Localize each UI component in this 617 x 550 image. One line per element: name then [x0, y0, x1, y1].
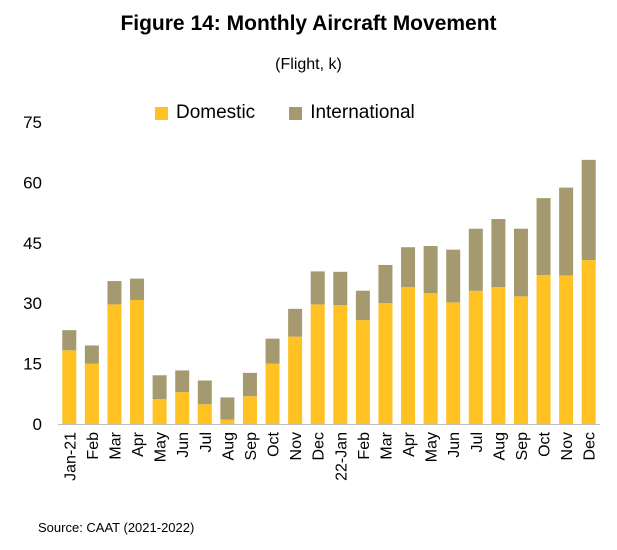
bar-international-17 — [446, 249, 461, 303]
y-tick-label: 75 — [23, 113, 42, 132]
x-tick-label: Jun — [446, 432, 463, 458]
y-tick-label: 30 — [23, 294, 42, 313]
bar-international-4 — [152, 375, 167, 400]
bar-domestic-7 — [220, 419, 235, 424]
bar-domestic-6 — [197, 404, 212, 424]
x-tick-label: Oct — [537, 431, 554, 456]
bar-international-22 — [559, 187, 574, 276]
bar-international-14 — [378, 264, 393, 304]
bar-domestic-8 — [242, 396, 257, 424]
x-tick-label: Sep — [243, 432, 260, 461]
x-tick-label: Sep — [514, 432, 531, 461]
bar-domestic-1 — [84, 363, 99, 424]
x-tick-label: Dec — [311, 432, 328, 460]
bar-international-8 — [242, 372, 257, 397]
bar-domestic-9 — [265, 363, 280, 424]
legend-item-international: International — [289, 102, 415, 124]
x-tick-label: 22-Jan — [333, 432, 350, 481]
bar-international-6 — [197, 380, 212, 405]
bar-international-5 — [175, 370, 190, 393]
bar-international-20 — [513, 228, 528, 297]
y-tick-label: 0 — [33, 415, 42, 434]
bar-domestic-4 — [152, 399, 167, 424]
legend-swatch-international — [289, 106, 303, 120]
bar-domestic-17 — [446, 302, 461, 424]
bar-domestic-16 — [423, 293, 438, 424]
x-tick-label: Apr — [130, 431, 147, 457]
x-tick-label: Apr — [401, 431, 418, 457]
x-tick-label: Feb — [85, 432, 102, 460]
x-tick-label: Jun — [175, 432, 192, 458]
x-tick-label: Dec — [582, 432, 599, 460]
y-tick-label: 15 — [23, 355, 42, 374]
x-tick-label: Jul — [469, 432, 486, 452]
bar-domestic-20 — [513, 296, 528, 424]
chart-title: Figure 14: Monthly Aircraft Movement — [120, 12, 497, 35]
bar-domestic-19 — [491, 287, 506, 424]
source-note: Source: CAAT (2021-2022) — [38, 520, 195, 535]
bar-international-7 — [220, 397, 235, 420]
bar-international-12 — [333, 271, 348, 306]
bar-international-16 — [423, 246, 438, 294]
x-tick-label: May — [153, 432, 170, 462]
bar-domestic-23 — [581, 260, 596, 424]
legend: Domestic International — [155, 102, 449, 124]
chart-subtitle: (Flight, k) — [275, 56, 342, 73]
bar-domestic-22 — [559, 275, 574, 424]
x-tick-label: Nov — [559, 432, 576, 460]
bar-domestic-13 — [355, 320, 370, 424]
bar-domestic-14 — [378, 303, 393, 424]
bar-domestic-11 — [310, 304, 325, 424]
bar-international-10 — [288, 308, 303, 337]
bar-international-2 — [107, 281, 122, 305]
bar-international-1 — [84, 345, 99, 364]
bar-international-0 — [62, 330, 77, 351]
bar-international-3 — [130, 278, 145, 300]
bar-domestic-18 — [468, 290, 483, 424]
bar-domestic-15 — [401, 287, 416, 424]
bar-chart: 0 15 30 45 60 75 Jan-21 Feb Mar Apr May Jun Jul Aug Se… — [23, 113, 600, 481]
x-tick-label: Nov — [288, 432, 305, 460]
legend-label-international: International — [310, 102, 415, 123]
bar-domestic-3 — [130, 299, 145, 424]
x-tick-label: Jul — [198, 432, 215, 452]
y-tick-label: 60 — [23, 173, 42, 192]
legend-item-domestic: Domestic — [155, 102, 255, 124]
legend-swatch-domestic — [155, 106, 168, 120]
bar-domestic-0 — [62, 350, 77, 424]
x-tick-label: Jan-21 — [62, 432, 79, 481]
bar-international-21 — [536, 198, 551, 276]
bar-domestic-21 — [536, 275, 551, 424]
x-tick-label: Mar — [107, 431, 124, 459]
bar-domestic-5 — [175, 392, 190, 424]
bar-international-13 — [355, 290, 370, 321]
bar-international-23 — [581, 159, 596, 261]
bar-international-18 — [468, 228, 483, 291]
bar-international-11 — [310, 271, 325, 305]
x-tick-label: Feb — [356, 432, 373, 460]
x-tick-label: May — [424, 432, 441, 462]
bar-international-15 — [401, 247, 416, 288]
x-tick-label: Aug — [220, 432, 237, 460]
x-tick-label: Mar — [378, 431, 395, 459]
legend-label-domestic: Domestic — [176, 102, 256, 123]
bar-domestic-2 — [107, 304, 122, 424]
bar-international-19 — [491, 219, 506, 288]
bar-domestic-10 — [288, 336, 303, 424]
bar-domestic-12 — [333, 305, 348, 424]
x-tick-label: Oct — [266, 431, 283, 456]
y-tick-label: 45 — [23, 234, 42, 253]
bar-international-9 — [265, 338, 280, 364]
x-tick-label: Aug — [491, 432, 508, 460]
